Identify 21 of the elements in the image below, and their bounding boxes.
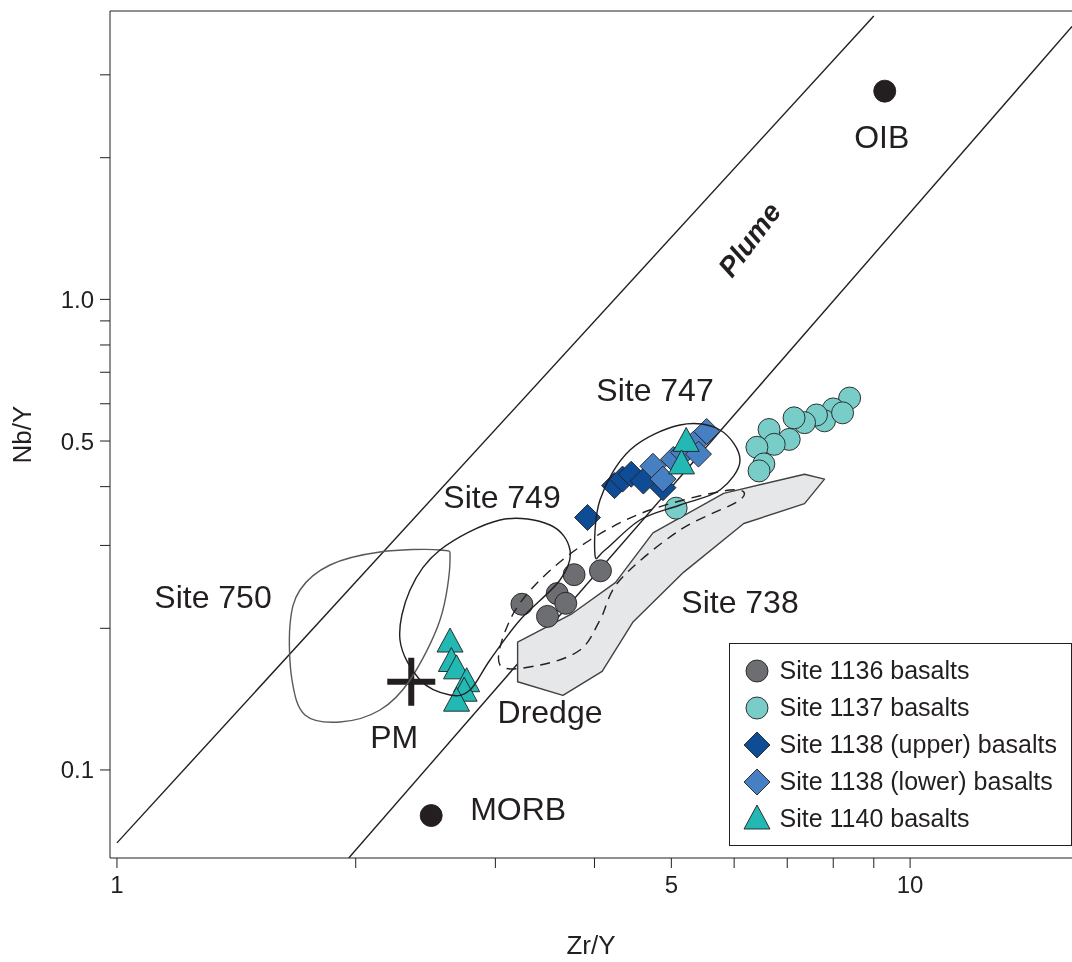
- y-axis-title: Nb/Y: [7, 405, 38, 464]
- y-tick-label: 0.1: [60, 756, 94, 784]
- annotation: Site 750: [154, 578, 272, 616]
- annotation: Dredge: [497, 693, 603, 731]
- annotation: MORB: [470, 790, 567, 827]
- x-tick-label: 10: [896, 871, 924, 899]
- annotation: OIB: [854, 119, 910, 156]
- legend-label: Site 1138 (lower) basalts: [779, 767, 1053, 796]
- x-axis-title: Zr/Y: [566, 930, 616, 960]
- annotation: PM: [370, 718, 419, 755]
- annotation: Site 749: [443, 478, 561, 516]
- legend-label: Site 1136 basalts: [779, 656, 970, 685]
- legend-label: Site 1137 basalts: [779, 693, 970, 722]
- x-tick-label: 1: [110, 871, 124, 899]
- x-tick-label: 5: [664, 871, 679, 899]
- legend-label: Site 1140 basalts: [779, 804, 970, 833]
- annotation: Site 738: [681, 583, 799, 621]
- y-tick-label: 0.5: [60, 427, 94, 455]
- annotation: Site 747: [596, 371, 714, 409]
- legend-label: Site 1138 (upper) basalts: [779, 730, 1057, 759]
- y-tick-label: 1.0: [60, 285, 94, 313]
